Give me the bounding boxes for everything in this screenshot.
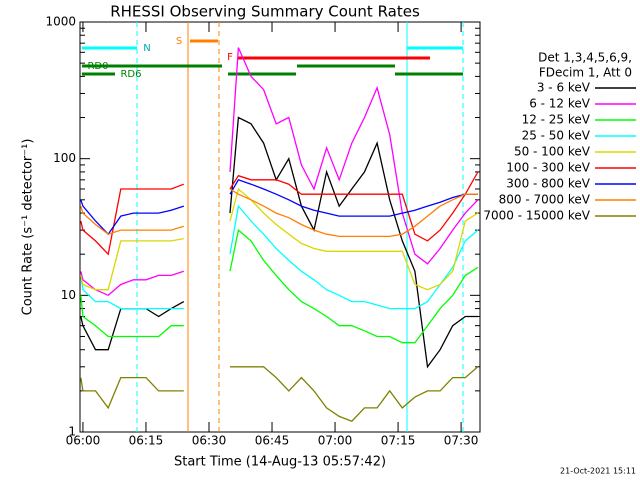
- x-tick-label: 06:45: [255, 434, 290, 448]
- legend-label: 6 - 12 keV: [529, 97, 591, 111]
- state-label: RD0: [87, 61, 108, 72]
- series-line: [80, 188, 478, 238]
- plot-frame: [79, 21, 481, 433]
- series-line: [80, 179, 478, 236]
- y-tick-label: 100: [53, 151, 76, 165]
- y-tick-label: 10: [61, 288, 76, 302]
- legend-label: 25 - 50 keV: [522, 129, 591, 143]
- legend-label: 800 - 7000 keV: [499, 193, 591, 207]
- y-axis-label: Count Rate (s⁻¹ detector⁻¹): [21, 139, 36, 316]
- series-line: [80, 171, 479, 256]
- x-tick-label: 07:30: [444, 434, 479, 448]
- state-label: S: [176, 36, 182, 47]
- legend-label: 100 - 300 keV: [506, 161, 590, 175]
- series-line: [80, 366, 479, 422]
- chart-title: RHESSI Observing Summary Count Rates: [110, 3, 420, 21]
- state-label: N: [143, 43, 150, 54]
- legend-header: FDecim 1, Att 0: [539, 66, 632, 80]
- x-tick-label: 06:15: [129, 434, 164, 448]
- x-tick-label: 07:00: [318, 434, 353, 448]
- legend-label: 3 - 6 keV: [537, 81, 591, 95]
- state-label: F: [227, 52, 233, 63]
- series-line: [80, 116, 478, 369]
- state-label: RD6: [120, 69, 141, 80]
- series-line: [80, 187, 479, 291]
- x-tick-label: 07:15: [381, 434, 416, 448]
- y-tick-label: 1000: [45, 15, 76, 29]
- legend-label: 7000 - 15000 keV: [483, 209, 590, 223]
- timestamp: 21-Oct-2021 15:11: [560, 467, 636, 476]
- x-tick-label: 06:00: [66, 434, 101, 448]
- legend-label: 300 - 800 keV: [506, 177, 590, 191]
- series-line: [80, 204, 479, 310]
- x-axis-label: Start Time (14-Aug-13 05:57:42): [174, 455, 386, 470]
- series-line: [80, 47, 479, 297]
- x-tick-label: 06:30: [192, 434, 227, 448]
- series-line: [80, 228, 479, 344]
- legend-label: 50 - 100 keV: [514, 145, 591, 159]
- y-tick-label: 1: [68, 425, 76, 439]
- legend-header: Det 1,3,4,5,6,9,: [538, 51, 632, 65]
- legend-label: 12 - 25 keV: [522, 113, 591, 127]
